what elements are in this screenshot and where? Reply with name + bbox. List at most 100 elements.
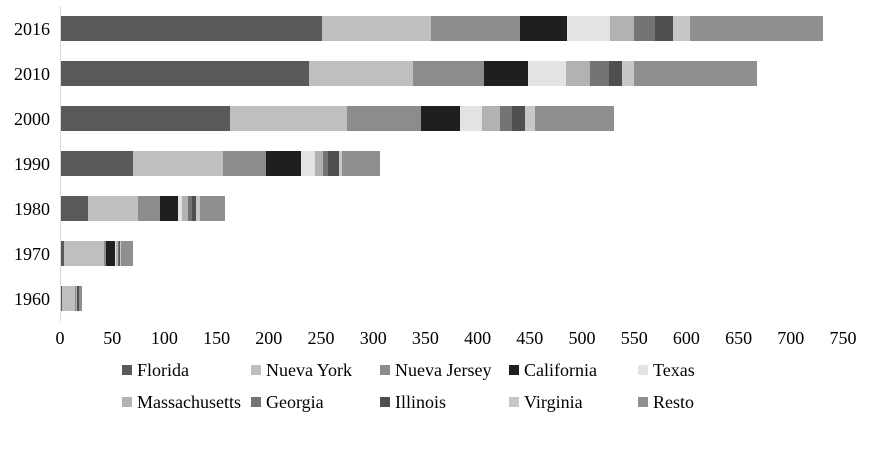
x-tick-label: 500 — [568, 328, 596, 348]
year-label: 1990 — [14, 153, 50, 174]
bar-segment-massachusetts — [315, 151, 323, 176]
stacked-bar — [61, 286, 843, 311]
bar-segment-california — [266, 151, 301, 176]
legend-label: Texas — [653, 360, 695, 380]
legend-swatch-icon — [638, 397, 648, 407]
legend-item-texas: Texas — [638, 361, 767, 379]
legend-label: Virginia — [524, 392, 583, 412]
bar-track — [60, 186, 843, 231]
year-label: 2000 — [14, 108, 50, 129]
x-tick-label: 150 — [203, 328, 231, 348]
x-tick-label: 450 — [516, 328, 544, 348]
bar-segment-nueva-jersey — [431, 16, 520, 41]
bar-segment-florida — [61, 241, 65, 266]
bar-row: 1970 — [0, 231, 872, 276]
legend-item-florida: Florida — [122, 361, 251, 379]
bar-track — [60, 96, 843, 141]
stacked-bar — [61, 16, 843, 41]
bar-segment-massachusetts — [482, 106, 500, 131]
legend-label: Resto — [653, 392, 695, 412]
bar-row: 1990 — [0, 141, 872, 186]
bar-segment-nueva-jersey — [413, 61, 485, 86]
bar-segment-virginia — [524, 106, 536, 131]
year-label: 1960 — [14, 288, 50, 309]
bar-segment-texas — [566, 16, 611, 41]
bar-segment-illinois — [119, 241, 121, 266]
legend-swatch-icon — [251, 365, 261, 375]
plot-area: 2016 2010 2000 1990 1980 1970 1960 — [0, 6, 872, 321]
x-tick-label: 200 — [255, 328, 283, 348]
bar-segment-nueva-york — [321, 16, 432, 41]
bar-segment-georgia — [634, 16, 656, 41]
stacked-bar — [61, 151, 843, 176]
bar-segment-nueva-york — [132, 151, 223, 176]
legend-label: California — [524, 360, 597, 380]
legend-item-massachusetts: Massachusetts — [122, 393, 251, 411]
bar-segment-virginia — [196, 196, 200, 221]
legend-swatch-icon — [509, 365, 519, 375]
bar-segment-illinois — [327, 151, 340, 176]
bar-segment-resto — [634, 61, 758, 86]
bar-segment-resto — [535, 106, 614, 131]
x-tick-label: 250 — [307, 328, 335, 348]
x-tick-label: 750 — [829, 328, 857, 348]
bar-segment-resto — [121, 241, 133, 266]
legend-item-virginia: Virginia — [509, 393, 638, 411]
legend-swatch-icon — [380, 397, 390, 407]
bar-segment-virginia — [120, 241, 122, 266]
bar-segment-massachusetts — [75, 286, 77, 311]
legend-item-california: California — [509, 361, 638, 379]
bar-segment-california — [519, 16, 567, 41]
bar-segment-georgia — [188, 196, 193, 221]
legend-row: Massachusetts Georgia Illinois Virginia Rest… — [122, 393, 872, 411]
bar-segment-massachusetts — [610, 16, 635, 41]
x-axis-spacer — [0, 323, 60, 351]
legend-label: Massachusetts — [137, 392, 241, 412]
legend-item-resto: Resto — [638, 393, 767, 411]
x-axis: 0 50 100 150 200 250 300 350 400 450 500 550 600 650 7… — [0, 323, 872, 351]
x-tick-label: 300 — [359, 328, 387, 348]
legend-swatch-icon — [380, 365, 390, 375]
bar-segment-resto — [689, 16, 824, 41]
bar-segment-florida — [61, 286, 63, 311]
legend-item-nueva-jersey: Nueva Jersey — [380, 361, 509, 379]
bar-row: 1980 — [0, 186, 872, 231]
x-axis-track: 0 50 100 150 200 250 300 350 400 450 500 550 600 650 7… — [56, 323, 857, 351]
bar-track — [60, 276, 843, 321]
x-tick-label: 50 — [103, 328, 122, 348]
legend-row: Florida Nueva York Nueva Jersey California T… — [122, 361, 872, 379]
bar-track — [60, 231, 843, 276]
bar-segment-resto — [342, 151, 380, 176]
legend-label: Nueva York — [266, 360, 353, 380]
bar-segment-georgia — [322, 151, 328, 176]
bar-segment-nueva-jersey — [346, 106, 421, 131]
bar-segment-illinois — [655, 16, 673, 41]
bar-segment-nueva-jersey — [103, 241, 106, 266]
bar-segment-georgia — [589, 61, 610, 86]
legend-item-illinois: Illinois — [380, 393, 509, 411]
bar-segment-illinois — [512, 106, 525, 131]
bar-segment-florida — [61, 61, 310, 86]
year-label: 2010 — [14, 63, 50, 84]
x-tick-label: 350 — [411, 328, 439, 348]
bar-segment-nueva-york — [62, 286, 75, 311]
x-tick-label: 550 — [620, 328, 648, 348]
bar-segment-texas — [177, 196, 182, 221]
bar-row: 1960 — [0, 276, 872, 321]
bar-segment-texas — [115, 241, 117, 266]
bar-segment-florida — [61, 196, 89, 221]
bar-segment-illinois — [609, 61, 622, 86]
bar-segment-california — [484, 61, 529, 86]
legend-label: Illinois — [395, 392, 447, 412]
year-label: 1970 — [14, 243, 50, 264]
year-label: 1980 — [14, 198, 50, 219]
bar-segment-georgia — [499, 106, 513, 131]
legend-item-georgia: Georgia — [251, 393, 380, 411]
legend-swatch-icon — [509, 397, 519, 407]
bar-segment-virginia — [621, 61, 635, 86]
legend-label: Florida — [137, 360, 189, 380]
legend-label: Nueva Jersey — [395, 360, 492, 380]
x-tick-label: 700 — [777, 328, 805, 348]
bar-segment-california — [160, 196, 178, 221]
